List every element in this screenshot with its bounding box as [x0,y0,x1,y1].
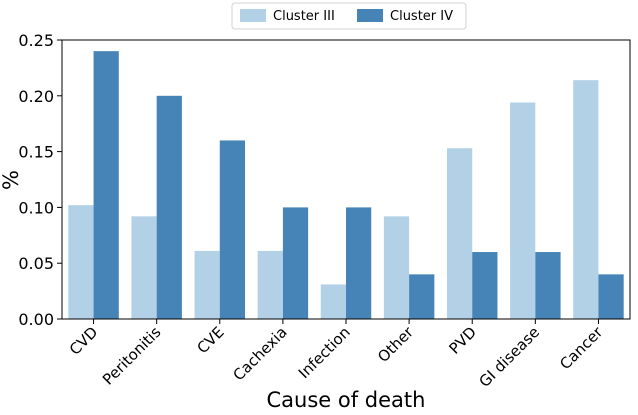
y-tick-label: 0.05 [18,254,54,273]
bar-cluster-iv-cvd [93,51,119,319]
legend-swatch-cluster-iii [240,9,266,22]
bar-cluster-iii-peritonitis [131,216,157,319]
x-axis-label: Cause of death [267,388,426,412]
y-axis-label: % [0,170,23,190]
x-tick-label: PVD [446,323,481,358]
legend: Cluster III Cluster IV [231,2,467,30]
bar-cluster-iv-cve [219,140,246,319]
bar-cluster-iv-peritonitis [156,95,182,319]
bar-cluster-iv-gi-disease [535,252,561,319]
bar-cluster-iii-cve [194,250,220,319]
x-tick-label: GI disease [475,323,543,391]
y-tick-label: 0.15 [18,143,54,162]
x-tick-label: Infection [295,323,354,382]
y-axis: 0.00 0.05 0.10 0.15 0.20 0.25 [18,31,62,329]
legend-swatch-cluster-iv [357,9,383,22]
bar-cluster-iii-cancer [573,80,599,320]
y-tick-label: 0.00 [18,310,54,329]
x-tick-label: CVD [66,323,102,359]
x-tick-label: Cachexia [229,323,290,384]
legend-frame [231,2,467,30]
plot-frame [61,39,631,320]
bar-cluster-iv-cancer [598,274,624,319]
bar-cluster-iii-infection [320,284,346,319]
x-tick-label: Other [374,323,417,366]
y-tick-label: 0.20 [18,87,54,106]
x-tick-label: CVE [194,323,228,357]
bar-cluster-iv-pvd [472,252,498,319]
bar-cluster-iii-pvd [446,148,473,319]
bar-cluster-iii-cvd [68,205,94,319]
bar-cluster-iii-other [383,216,410,319]
legend-label-cluster-iii: Cluster III [273,9,335,24]
x-tick-label: Peritonitis [99,323,165,389]
y-tick-label: 0.10 [18,198,54,217]
bars-layer [68,51,624,320]
legend-label-cluster-iv: Cluster IV [390,9,453,24]
bar-cluster-iv-cachexia [282,207,309,319]
y-tick-label: 0.25 [18,31,54,50]
x-tick-label: Cancer [556,323,607,374]
bar-cluster-iii-gi-disease [510,102,536,319]
bar-cluster-iv-other [409,274,435,319]
bar-cluster-iv-infection [346,207,372,319]
bar-cluster-iii-cachexia [257,250,283,319]
